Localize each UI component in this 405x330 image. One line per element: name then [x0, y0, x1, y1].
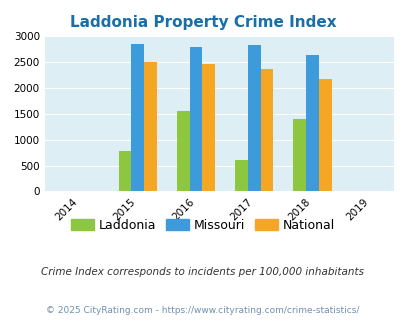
Bar — [318, 79, 331, 191]
Text: Crime Index corresponds to incidents per 100,000 inhabitants: Crime Index corresponds to incidents per… — [41, 267, 364, 277]
Bar — [202, 64, 215, 191]
Bar — [144, 62, 157, 191]
Bar — [189, 47, 202, 191]
Bar — [131, 44, 144, 191]
Bar — [305, 55, 318, 191]
Legend: Laddonia, Missouri, National: Laddonia, Missouri, National — [66, 214, 339, 237]
Bar — [260, 69, 273, 191]
Bar — [247, 45, 260, 191]
Bar — [234, 160, 247, 191]
Text: Laddonia Property Crime Index: Laddonia Property Crime Index — [70, 15, 335, 30]
Text: © 2025 CityRating.com - https://www.cityrating.com/crime-statistics/: © 2025 CityRating.com - https://www.city… — [46, 306, 359, 315]
Bar — [118, 151, 131, 191]
Bar — [176, 111, 189, 191]
Bar — [292, 118, 305, 191]
